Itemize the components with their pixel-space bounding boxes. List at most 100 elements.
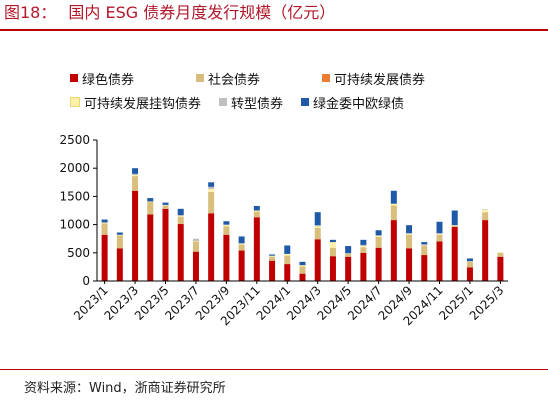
bar-segment-s1-2025-1	[466, 261, 473, 268]
bar-segment-s0-2023-10	[238, 250, 245, 281]
bar-segment-s5-2024-12	[451, 210, 458, 226]
bar-segment-s5-2025-1	[466, 258, 473, 262]
bar-segment-s0-2023-6	[177, 224, 184, 281]
bar-segment-s4-2024-3	[314, 225, 321, 227]
bar-segment-s5-2024-11	[436, 221, 443, 234]
bar-segment-s1-2024-5	[345, 253, 352, 257]
stacked-bar-chart: 050010001500200025002023/12023/32023/520…	[59, 133, 508, 328]
bar-segment-s1-2023-12	[269, 256, 276, 261]
x-tick-label: 2025/3	[467, 283, 507, 323]
bar-segment-s3-2024-8	[390, 203, 397, 206]
legend-label: 转型债券	[231, 96, 284, 112]
bar-segment-s1-2023-11	[253, 211, 260, 218]
bar-segment-s0-2025-3	[497, 256, 504, 281]
bar-segment-s1-2023-4	[147, 202, 154, 215]
bar-segment-s3-2024-3	[314, 226, 321, 228]
bar-segment-s0-2024-12	[451, 226, 458, 281]
bar-segment-s0-2024-6	[360, 252, 367, 281]
bar-segment-s3-2023-10	[238, 243, 245, 245]
bar-segment-s0-2023-3	[132, 190, 139, 281]
legend-swatch	[301, 98, 310, 106]
bar-segment-s4-2024-6	[360, 244, 367, 247]
bar-segment-s1-2024-10	[421, 246, 428, 256]
bar-segment-s5-2024-10	[421, 242, 428, 245]
legend-label: 社会债券	[208, 72, 261, 88]
bar-segment-s1-2024-1	[284, 255, 291, 265]
bar-segment-s3-2024-12	[451, 225, 458, 226]
legend-swatch	[196, 74, 205, 82]
bar-segment-s1-2023-6	[177, 216, 184, 225]
bar-segment-s5-2023-3	[132, 168, 139, 174]
bar-segment-s1-2023-3	[132, 176, 139, 191]
legend-swatch	[219, 98, 228, 106]
bar-segment-s0-2024-3	[314, 239, 321, 281]
bar-segment-s0-2024-9	[406, 248, 413, 281]
bar-segment-s5-2024-3	[314, 212, 321, 226]
bar-segment-s3-2024-11	[436, 234, 443, 235]
source-note: 资料来源：Wind，浙商证券研究所	[24, 381, 226, 396]
bar-segment-s4-2024-10	[421, 244, 428, 246]
bar-segment-s3-2023-3	[132, 174, 139, 177]
bar-segment-s3-2023-5	[162, 205, 169, 206]
bar-segment-s3-2023-8	[208, 189, 215, 192]
bar-segment-s4-2023-1	[101, 222, 108, 223]
legend-swatch	[70, 97, 80, 107]
bar-segment-s0-2023-5	[162, 208, 169, 281]
legend-swatch	[322, 74, 331, 82]
bar-segment-s5-2024-1	[284, 245, 291, 254]
bar-segment-s4-2023-9	[223, 224, 230, 226]
bar-segment-s4-2023-12	[269, 255, 276, 257]
bar-segment-s3-2025-2	[482, 209, 489, 213]
bar-segment-s1-2024-4	[329, 247, 336, 257]
chart-legend: 绿色债券 社会债券 可持续发展债券 可持续发展挂钩债券 转型债券 绿金委中欧绿债	[70, 66, 540, 114]
bar-segment-s4-2025-2	[482, 209, 489, 210]
bar-segment-s3-2024-2	[299, 265, 306, 267]
bar-segment-s3-2023-7	[192, 240, 199, 242]
bar-segment-s0-2023-4	[147, 214, 154, 281]
bar-segment-s0-2023-1	[101, 234, 108, 281]
bar-segment-s5-2023-4	[147, 198, 154, 202]
bar-segment-s3-2024-1	[284, 253, 291, 256]
bar-segment-s1-2024-11	[436, 234, 443, 242]
bar-segment-s3-2023-9	[223, 225, 230, 227]
bar-segment-s4-2024-7	[375, 235, 382, 236]
bar-segment-s0-2024-8	[390, 220, 397, 281]
bar-segment-s4-2023-6	[177, 215, 184, 217]
legend-label: 绿色债券	[82, 72, 135, 88]
legend-label: 可持续发展债券	[334, 72, 426, 88]
bar-segment-s3-2024-4	[329, 242, 336, 248]
bar-segment-s1-2024-6	[360, 247, 367, 253]
bar-segment-s5-2024-8	[390, 190, 397, 204]
bar-segment-s4-2023-10	[238, 243, 245, 244]
legend-label: 可持续发展挂钩债券	[84, 96, 202, 112]
bar-segment-s5-2024-7	[375, 230, 382, 236]
bar-segment-s1-2023-5	[162, 205, 169, 209]
bar-segment-s5-2024-6	[360, 239, 367, 245]
bar-segment-s1-2025-3	[497, 252, 504, 257]
figure-caption: 国内 ESG 债券月度发行规模（亿元）	[68, 3, 336, 22]
figure-number: 图18：	[4, 3, 57, 22]
bar-segment-s5-2023-9	[223, 221, 230, 225]
bar-segment-s1-2024-2	[299, 266, 306, 274]
bar-segment-s3-2024-5	[345, 253, 352, 254]
legend-swatch	[70, 74, 78, 82]
legend-label: 绿金委中欧绿债	[313, 96, 405, 112]
bar-segment-s1-2024-12	[451, 225, 458, 227]
bar-segment-s3-2024-7	[375, 235, 382, 238]
bar-segment-s0-2023-11	[253, 217, 260, 281]
bar-segment-s0-2025-1	[466, 267, 473, 281]
bar-segment-s0-2024-11	[436, 241, 443, 281]
figure-title: 图18： 国内 ESG 债券月度发行规模（亿元）	[0, 0, 548, 26]
bar-segment-s0-2024-1	[284, 264, 291, 281]
bar-segment-s5-2023-12	[269, 254, 276, 256]
legend-item-social-bond: 社会债券	[196, 69, 260, 88]
bar-segment-s3-2023-4	[147, 201, 154, 203]
bar-segment-s0-2025-2	[482, 220, 489, 281]
bar-segment-s0-2024-10	[421, 255, 428, 281]
bar-segment-s0-2023-7	[192, 251, 199, 281]
bar-segment-s4-2023-7	[192, 238, 199, 241]
y-tick-label: 1500	[59, 189, 90, 203]
bar-segment-s5-2023-10	[238, 236, 245, 244]
bar-segment-s1-2023-8	[208, 191, 215, 214]
y-tick-label: 0	[82, 274, 90, 288]
